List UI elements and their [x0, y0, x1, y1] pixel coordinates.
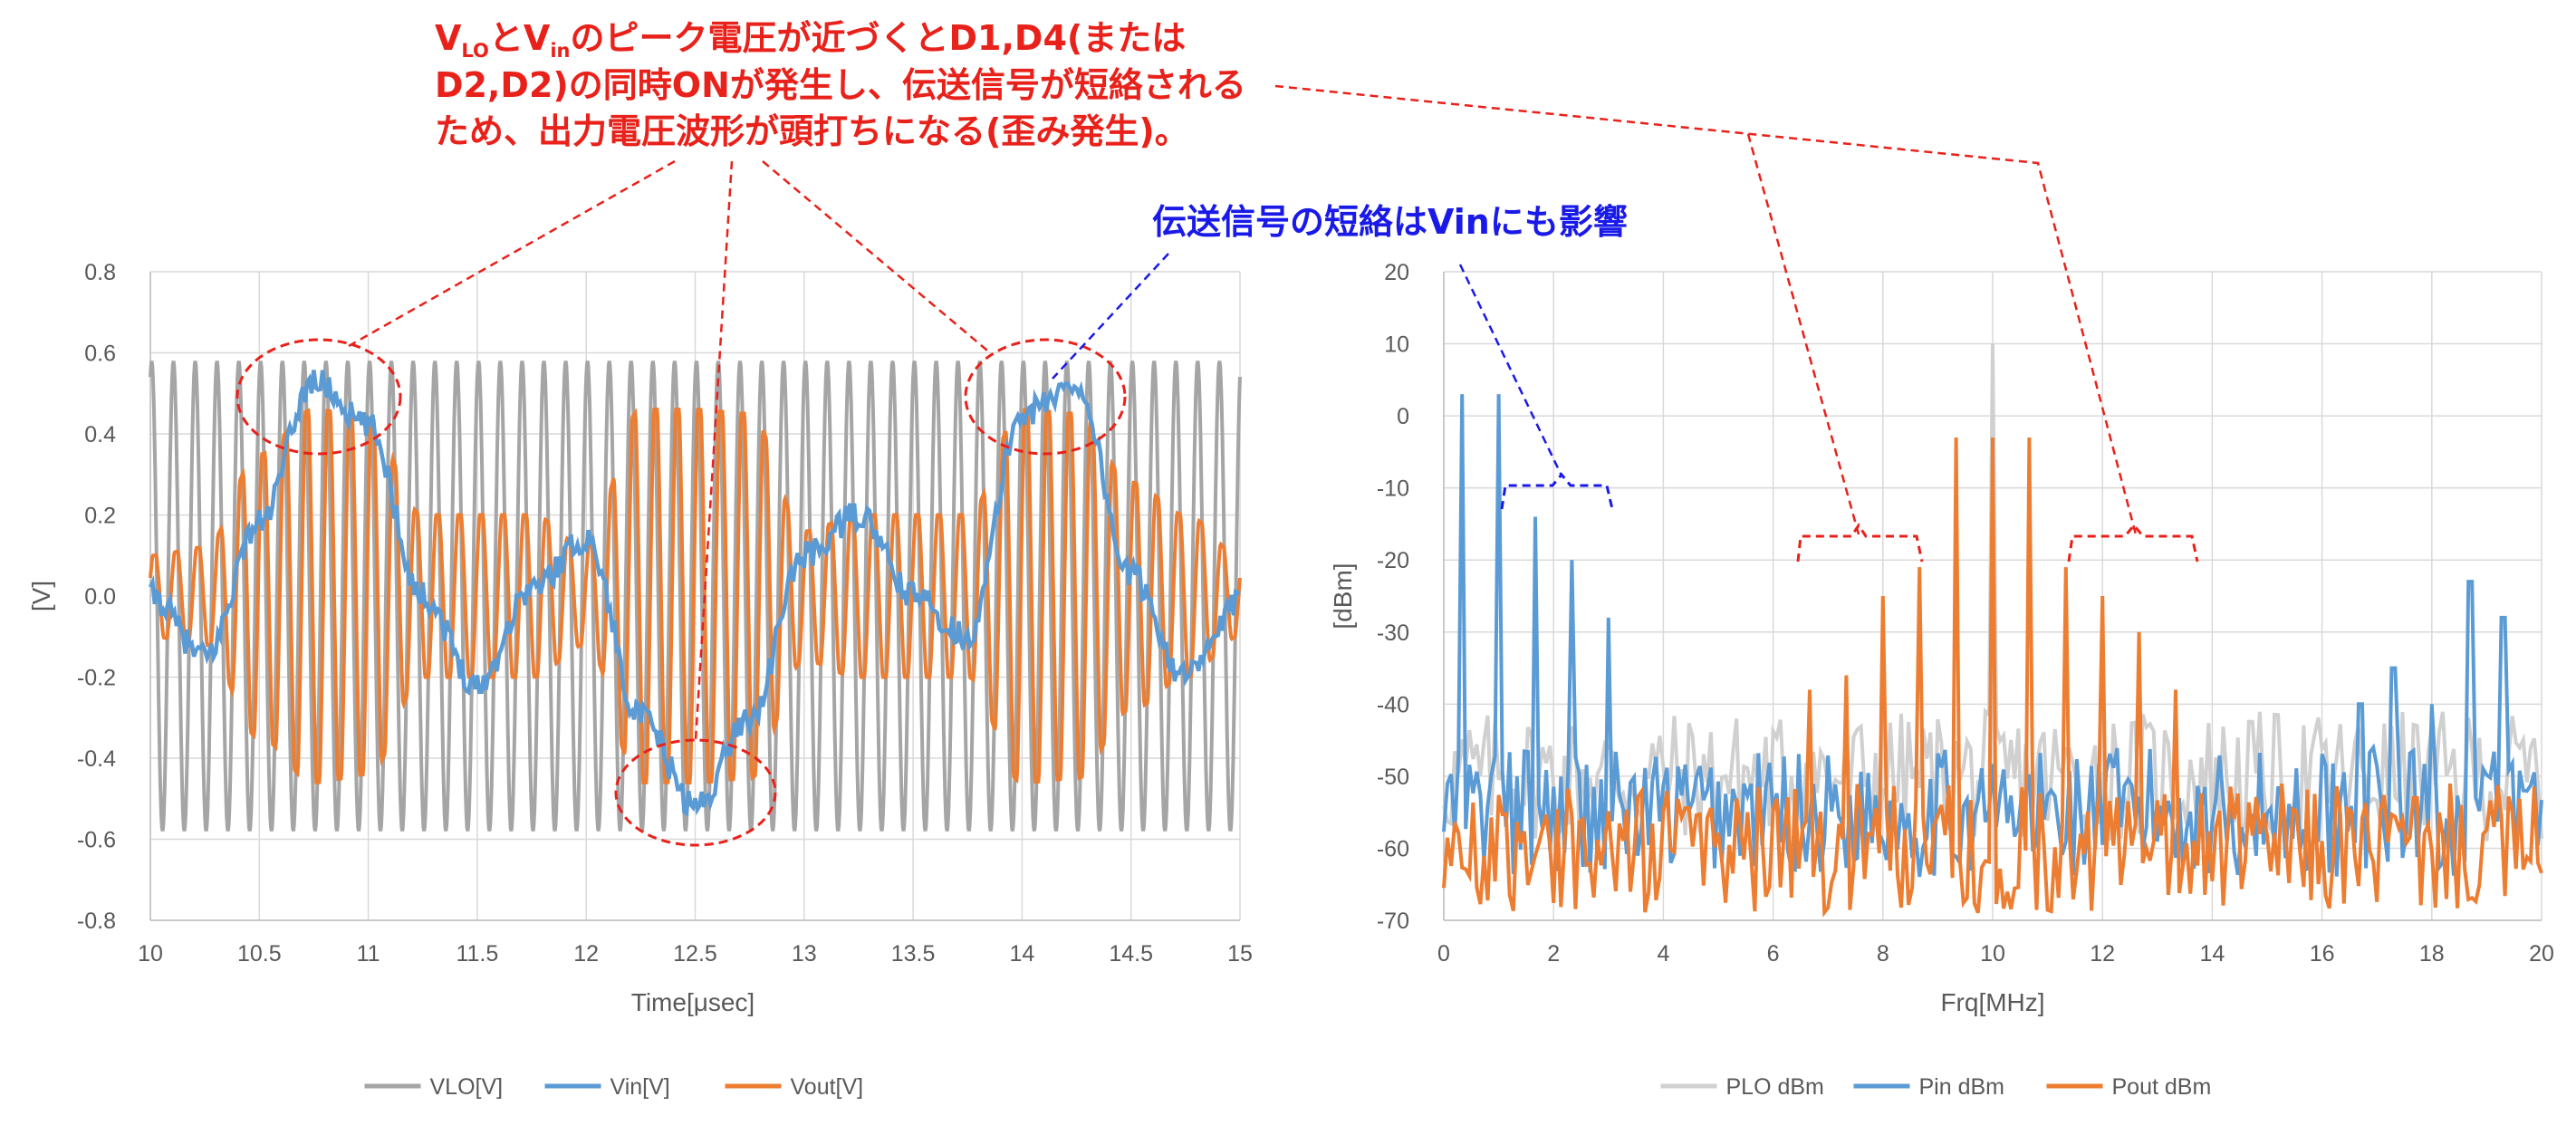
series-pout-line — [1442, 437, 2543, 918]
blue-leader-to-spectrum — [1458, 264, 1563, 476]
time-chart-y-tick: 0.4 — [84, 422, 116, 447]
clip-highlight-circle-bottom — [614, 738, 777, 847]
spectrum-chart-x-label: Frq[MHz] — [1940, 988, 2044, 1016]
spectrum-chart-x-tick: 0 — [1437, 941, 1450, 967]
time-chart-x-tick: 13 — [792, 941, 817, 967]
spectrum-chart-x-tick: 6 — [1767, 941, 1780, 967]
time-chart-legend: VLO[V] Vin[V] Vout[V] — [364, 1074, 864, 1100]
time-chart-legend-label: Vout[V] — [791, 1074, 864, 1100]
spectrum-chart-x-tick: 10 — [1980, 941, 2005, 967]
time-chart-y-tick: -0.6 — [77, 828, 116, 853]
spectrum-chart-x-tick: 2 — [1547, 941, 1560, 967]
blue-leader-to-time-chart — [1052, 253, 1169, 380]
clip-highlight-circle-top-left — [235, 338, 402, 456]
spectrum-chart-y-tick: -70 — [1377, 909, 1409, 934]
spectrum-chart-x-tick: 12 — [2090, 941, 2115, 967]
series-vout-line — [149, 408, 1242, 784]
spectrum-chart-x-tick: 14 — [2199, 941, 2225, 967]
spectrum-chart-x-tick: 16 — [2310, 941, 2335, 967]
time-chart-y-tick: 0.8 — [84, 260, 116, 285]
spectrum-chart-legend-label: PLO dBm — [1726, 1074, 1824, 1100]
time-chart-y-tick: -0.2 — [77, 666, 116, 691]
spectrum-chart-y-tick: -40 — [1377, 692, 1409, 717]
red-leader-to-spectrum — [1274, 84, 2138, 535]
time-chart-x-tick: 10.5 — [237, 941, 282, 967]
time-chart-legend-label: VLO[V] — [430, 1074, 504, 1100]
time-chart-x-tick: 11 — [357, 941, 380, 967]
spectrum-chart-legend-label: Pin dBm — [1919, 1074, 2004, 1100]
red-annotation-line-3: ため、出力電圧波形が頭打ちになる(歪み発生)。 — [435, 111, 1189, 151]
annotation-overlay: VLOとVinのピーク電圧が近づくとD1,D4(または D2,D2)の同時ONが… — [235, 18, 2199, 847]
time-chart-y-tick: 0.6 — [84, 341, 116, 367]
blue-annotation: 伝送信号の短絡はVinにも影響 — [1152, 202, 1628, 242]
time-chart-x-label: Time[μsec] — [631, 988, 755, 1016]
spectrum-chart-y-tick: 20 — [1384, 260, 1409, 285]
spectrum-chart-legend-label: Pout dBm — [2112, 1074, 2212, 1100]
time-chart-x-tick: 14.5 — [1109, 941, 1153, 967]
time-chart-x-tick: 14 — [1009, 941, 1034, 967]
spectrum-chart-y-tick: -20 — [1377, 548, 1409, 573]
time-chart-x-tick: 10 — [138, 941, 163, 967]
time-chart-y-tick: -0.4 — [77, 746, 116, 772]
red-leader-middle — [694, 160, 734, 741]
red-annotation-line-2: D2,D2)の同時ONが発生し、伝送信号が短絡される — [435, 65, 1246, 105]
time-chart-y-tick: 0.0 — [84, 584, 116, 610]
time-chart-x-tick: 12 — [573, 941, 599, 967]
red-leader-left — [348, 159, 676, 348]
spectrum-chart-y-tick: -10 — [1377, 476, 1409, 502]
spectrum-chart-series — [1442, 343, 2543, 918]
red-bracket-upper-sidebands — [2067, 523, 2199, 563]
time-chart-x-tick: 11.5 — [456, 941, 498, 967]
red-leader-to-spectrum-left — [1746, 133, 1860, 535]
spectrum-chart-x-tick: 8 — [1877, 941, 1889, 967]
spectrum-chart-y-label: [dBm] — [1329, 563, 1357, 629]
red-bracket-lower-sidebands — [1796, 523, 1924, 563]
series-vin-line — [148, 370, 1241, 817]
spectrum-chart-y-tick: -30 — [1377, 620, 1409, 646]
spectrum-chart-x-tick: 20 — [2529, 941, 2554, 967]
spectrum-chart-x-tick: 18 — [2419, 941, 2445, 967]
time-chart-y-tick: -0.8 — [77, 909, 116, 934]
time-chart-x-tick: 12.5 — [673, 941, 717, 967]
blue-bracket-low-frequency — [1500, 472, 1614, 510]
spectrum-chart-legend: PLO dBm Pin dBm Pout dBm — [1660, 1074, 2212, 1100]
spectrum-chart-ticks: 0 2 4 6 8 10 12 14 16 18 20 20 10 0 -10 -20 -30 -40 -50 -60… — [1377, 260, 2554, 967]
time-chart-legend-label: Vin[V] — [610, 1074, 670, 1100]
spectrum-chart-y-tick: 10 — [1384, 332, 1409, 358]
spectrum-chart-y-tick: -50 — [1377, 765, 1409, 790]
time-domain-chart: 10 10.5 11 11.5 12 12.5 13 13.5 14 14.5 15 0.8 0.6 0.… — [27, 260, 1253, 1100]
time-chart-x-tick: 13.5 — [891, 941, 936, 967]
time-chart-y-label: [V] — [27, 581, 55, 611]
time-chart-ticks: 10 10.5 11 11.5 12 12.5 13 13.5 14 14.5 15 0.8 0.6 0.… — [77, 260, 1253, 967]
series-pin-line — [1442, 394, 2543, 878]
spectrum-chart: 0 2 4 6 8 10 12 14 16 18 20 20 10 0 -10 -20 -30 -40 -50 -60… — [1329, 260, 2554, 1100]
red-leader-right — [762, 160, 994, 356]
red-annotation-line-1: VLOとVinのピーク電圧が近づくとD1,D4(または — [435, 18, 1186, 62]
time-chart-x-tick: 15 — [1227, 941, 1253, 967]
spectrum-chart-x-tick: 4 — [1657, 941, 1669, 967]
time-chart-series — [148, 361, 1242, 832]
time-chart-y-tick: 0.2 — [84, 504, 116, 529]
spectrum-chart-y-tick: -60 — [1377, 836, 1409, 861]
clip-highlight-circle-top-right — [964, 338, 1127, 456]
spectrum-chart-y-tick: 0 — [1397, 404, 1409, 429]
